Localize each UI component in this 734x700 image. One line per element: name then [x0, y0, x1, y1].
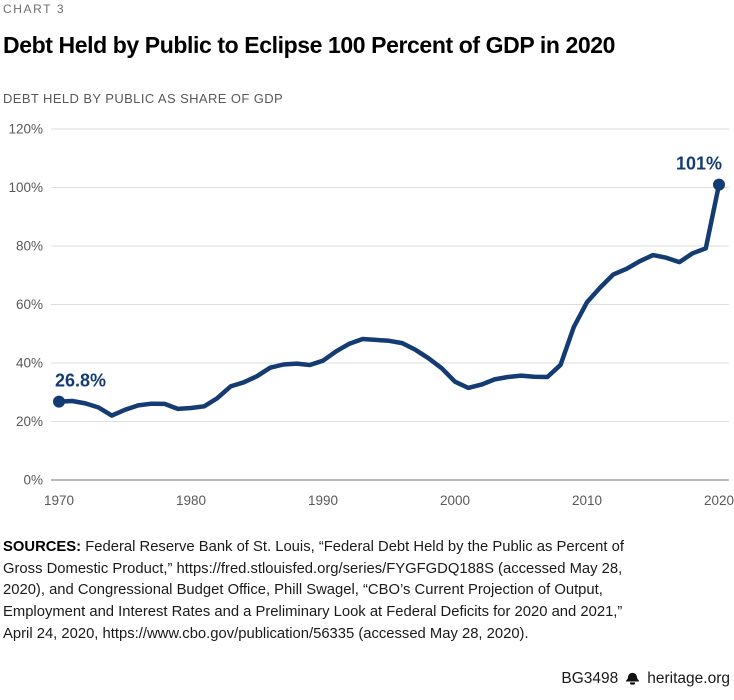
sources-text: Federal Reserve Bank of St. Louis, “Fede… [3, 539, 624, 642]
x-axis-tick-label: 2010 [572, 493, 602, 508]
data-point-label: 26.8% [55, 371, 106, 391]
end-point-marker [713, 178, 725, 191]
brand-text: heritage.org [647, 670, 730, 687]
y-axis-tick-label: 100% [8, 180, 43, 195]
footer: BG3498 heritage.org [561, 670, 730, 688]
y-axis-tick-label: 40% [16, 356, 43, 371]
x-axis-tick-label: 2000 [440, 493, 470, 508]
y-axis-tick-label: 120% [8, 122, 43, 137]
page-title: Debt Held by Public to Eclipse 100 Perce… [3, 32, 616, 58]
line-chart: 0% 20% 40% 60% 80% 100% 120% 1970 1980 1990 2000 20… [8, 122, 734, 509]
debt-line-series [56, 182, 722, 418]
x-axis-tick-label: 1980 [176, 493, 206, 508]
sources-label: SOURCES: [3, 539, 82, 555]
x-axis-tick-label: 1970 [44, 493, 74, 508]
data-point-label: 101% [676, 154, 722, 174]
x-axis-tick-label: 2020 [704, 493, 734, 508]
chart-kicker: CHART 3 [3, 2, 66, 16]
y-axis-tick-label: 20% [16, 414, 43, 429]
y-axis-tick-label: 80% [16, 239, 43, 254]
sources-note: SOURCES: Federal Reserve Bank of St. Lou… [3, 537, 633, 646]
y-axis-tick-label: 0% [23, 473, 43, 488]
x-axis-tick-label: 1990 [308, 493, 338, 508]
doc-id: BG3498 [561, 670, 619, 687]
chart-subtitle: DEBT HELD BY PUBLIC AS SHARE OF GDP [3, 91, 284, 106]
y-axis-tick-label: 60% [16, 297, 43, 312]
start-point-marker [53, 395, 65, 408]
liberty-bell-icon [624, 671, 641, 688]
